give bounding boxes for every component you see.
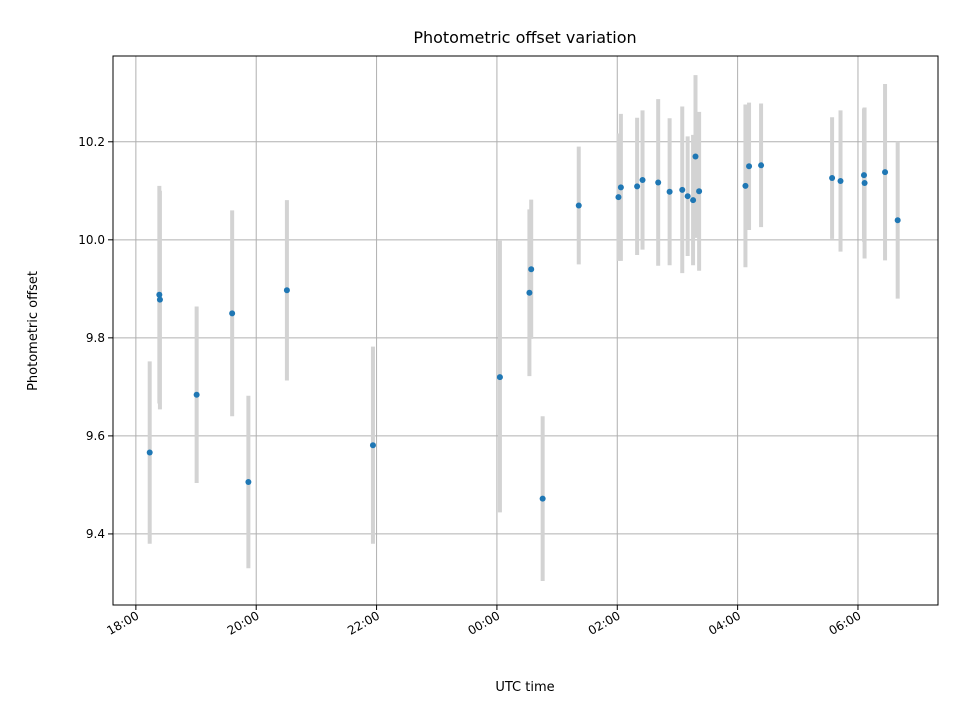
- data-point: [156, 291, 163, 298]
- chart-title: Photometric offset variation: [413, 28, 636, 47]
- data-point: [617, 184, 624, 191]
- data-point: [229, 310, 236, 317]
- data-point: [692, 153, 699, 160]
- y-axis-label: Photometric offset: [26, 271, 41, 391]
- data-point: [146, 449, 153, 456]
- data-point: [639, 177, 646, 184]
- data-point: [684, 193, 691, 200]
- data-point: [696, 188, 703, 195]
- data-point: [894, 217, 901, 224]
- y-axis-ticks: 9.4 9.6 9.8 10.0 10.2: [78, 135, 113, 541]
- y-tick-label: 9.4: [86, 527, 105, 541]
- data-point: [575, 202, 582, 209]
- data-point: [837, 177, 844, 184]
- data-point: [690, 197, 697, 204]
- grid: [113, 56, 938, 605]
- data-point: [742, 182, 749, 189]
- data-point: [829, 175, 836, 182]
- data-point: [746, 163, 753, 170]
- data-point: [283, 287, 290, 294]
- y-tick-label: 9.6: [86, 429, 105, 443]
- y-tick-label: 10.2: [78, 135, 105, 149]
- data-point: [634, 183, 641, 190]
- data-point: [496, 374, 503, 381]
- data-point: [882, 169, 889, 176]
- data-point: [193, 391, 200, 398]
- data-point: [539, 495, 546, 502]
- plot-area-frame: [112, 55, 939, 606]
- data-point: [615, 194, 622, 201]
- data-point: [679, 186, 686, 193]
- data-point: [655, 179, 662, 186]
- data-point: [666, 188, 673, 195]
- data-point: [758, 162, 765, 169]
- y-tick-label: 10.0: [78, 233, 105, 247]
- data-point: [369, 442, 376, 449]
- y-tick-label: 9.8: [86, 331, 105, 345]
- x-axis-label: UTC time: [495, 680, 554, 695]
- data-point: [861, 179, 868, 186]
- data-points: [146, 153, 901, 502]
- data-point: [528, 266, 535, 273]
- data-point: [526, 289, 533, 296]
- data-point: [156, 296, 163, 303]
- data-point: [860, 172, 867, 179]
- data-point: [245, 478, 252, 485]
